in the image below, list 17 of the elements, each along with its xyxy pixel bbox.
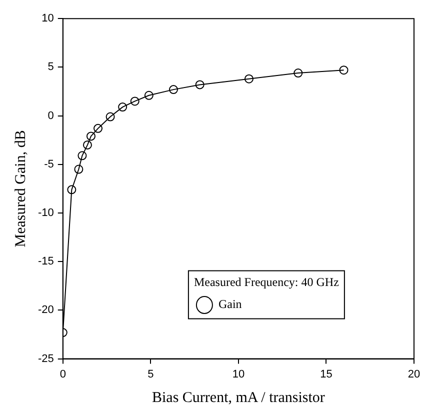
y-tick-label: -25 bbox=[38, 352, 54, 365]
x-tick-label: 5 bbox=[148, 368, 154, 380]
legend-label: Gain bbox=[218, 297, 242, 312]
x-axis-title: Bias Current, mA / transistor bbox=[152, 390, 325, 406]
y-axis-title: Measured Gain, dB bbox=[12, 130, 29, 248]
y-tick-label: -15 bbox=[38, 256, 54, 268]
y-tick-label: -10 bbox=[38, 207, 54, 220]
x-tick-label: 15 bbox=[320, 368, 332, 380]
legend-title: Measured Frequency: 40 GHz bbox=[194, 274, 339, 289]
y-tick-label: -5 bbox=[44, 158, 54, 170]
x-tick-label: 20 bbox=[408, 368, 420, 380]
y-tick-label: 10 bbox=[42, 12, 54, 25]
y-tick-label: -20 bbox=[38, 304, 54, 316]
y-tick-label: 0 bbox=[48, 110, 54, 122]
y-tick-label: 5 bbox=[48, 61, 54, 74]
x-tick-label: 0 bbox=[60, 368, 66, 380]
x-tick-label: 10 bbox=[232, 368, 245, 380]
